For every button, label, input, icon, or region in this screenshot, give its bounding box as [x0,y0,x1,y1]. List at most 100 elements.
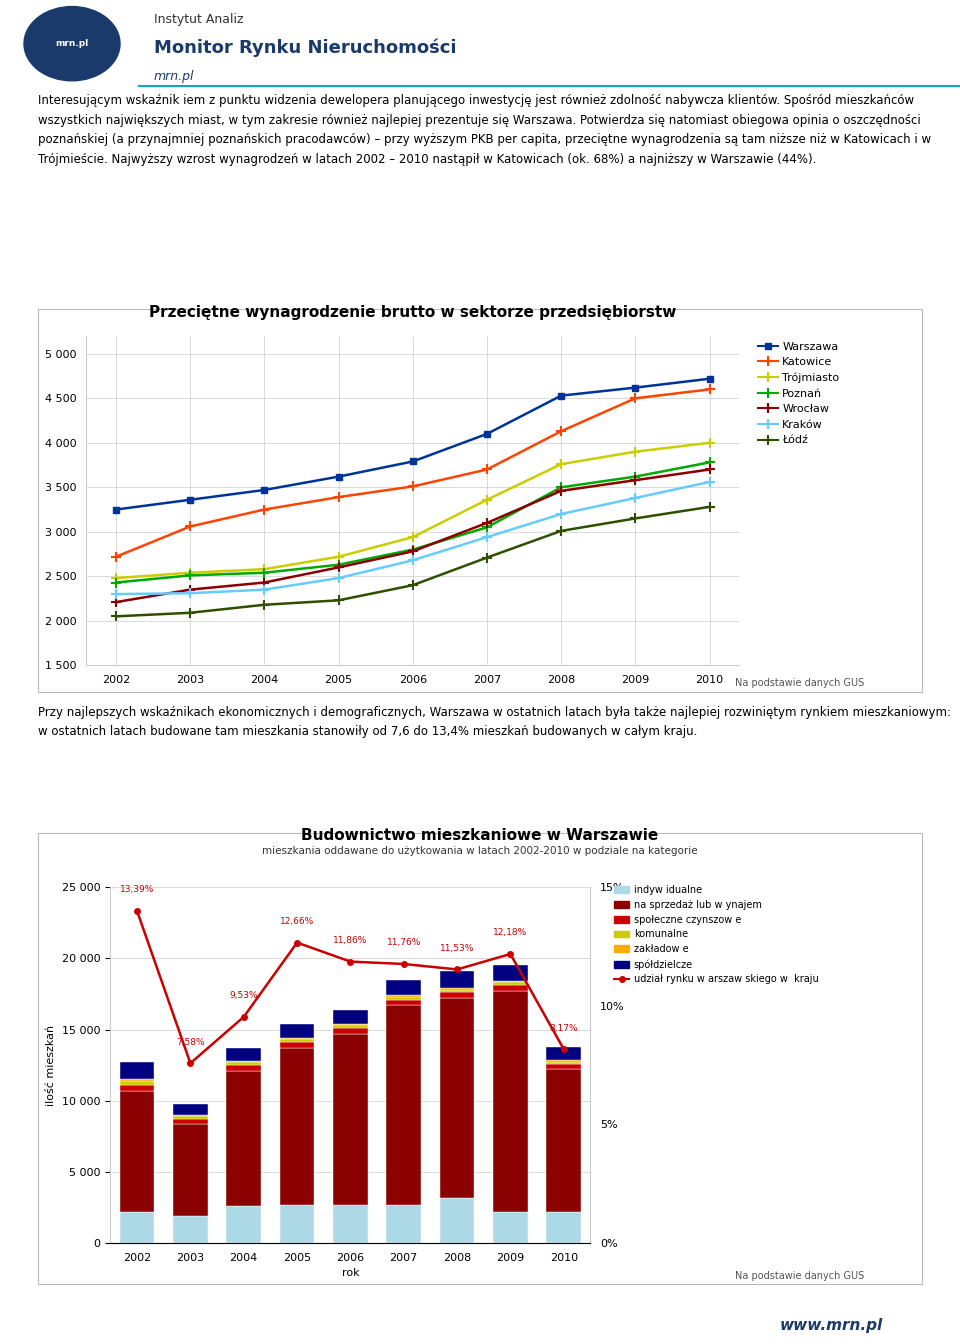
udział rynku w arszaw skiego w  kraju [505,946,516,962]
Text: Interesującym wskaźnik iem z punktu widzenia dewelopera planującego inwestycję j: Interesującym wskaźnik iem z punktu widz… [38,94,931,165]
Bar [279,1204,314,1243]
Warszawa [556,387,567,403]
Bar [333,1204,368,1243]
Wrocław [110,594,122,610]
udział rynku w arszaw skiego w  kraju [451,961,463,977]
X-axis label: rok: rok [342,1269,359,1278]
Ellipse shape [24,7,120,81]
Warszawa [630,379,641,395]
Text: Instytut Analiz: Instytut Analiz [154,12,243,26]
Katowice [481,461,492,477]
Text: mrn.pl: mrn.pl [56,39,88,48]
Text: Budownictwo mieszkaniowe w Warszawie: Budownictwo mieszkaniowe w Warszawie [301,828,659,843]
Poznań [556,480,567,496]
Poznań [630,469,641,485]
Kraków [258,582,270,598]
Bar [546,1060,581,1062]
Łódź [481,550,492,566]
Bar [227,1048,261,1060]
Wrocław [556,482,567,499]
Wrocław [481,515,492,531]
Łódź [630,511,641,527]
Warszawa [110,501,122,517]
Trójmiasto [184,564,196,581]
Text: 12,18%: 12,18% [493,929,528,937]
Wrocław [184,582,196,598]
Bar [493,982,528,985]
Bar [333,1024,368,1025]
Legend: indyw idualne, na sprzedaż lub w ynajem, społeczne czynszow e, komunalne, zakład: indyw idualne, na sprzedaż lub w ynajem,… [614,884,819,984]
Bar [120,1212,155,1243]
Bar [173,1124,207,1216]
Katowice [407,478,419,495]
Katowice [110,548,122,564]
Text: www.mrn.pl: www.mrn.pl [780,1318,883,1333]
Text: Na podstawie danych GUS: Na podstawie danych GUS [734,679,864,688]
Text: 8,17%: 8,17% [549,1024,578,1032]
Łódź [258,597,270,613]
Bar [227,1064,261,1071]
Bar [440,1198,474,1243]
Text: 11,76%: 11,76% [387,938,420,948]
Text: 12,66%: 12,66% [280,917,314,926]
Trójmiasto [110,570,122,586]
Text: Monitor Rynku Nieruchomości: Monitor Rynku Nieruchomości [154,39,456,58]
Łódź [110,609,122,625]
Trójmiasto [258,560,270,577]
Kraków [407,552,419,569]
Trójmiasto [407,530,419,546]
Text: 9,53%: 9,53% [229,992,258,1000]
Bar [173,1216,207,1243]
Bar [546,1062,581,1063]
Bar [120,1079,155,1081]
Line: Kraków: Kraków [111,477,714,599]
Bar [120,1062,155,1079]
Bar [440,999,474,1198]
Warszawa [481,426,492,442]
Kraków [110,586,122,602]
Bar [493,991,528,1212]
Katowice [556,423,567,439]
Bar [386,996,421,997]
Line: Trójmiasto: Trójmiasto [111,438,714,583]
Y-axis label: ilość mieszkań: ilość mieszkań [46,1024,57,1106]
Warszawa [704,371,715,387]
Bar [546,1047,581,1060]
Wrocław [407,543,419,559]
Kraków [481,530,492,546]
Text: mrn.pl: mrn.pl [154,70,194,83]
Bar [173,1120,207,1124]
Line: Wrocław: Wrocław [111,465,714,607]
Katowice [333,489,345,505]
Bar [333,1009,368,1024]
Bar [173,1103,207,1116]
Bar [493,981,528,982]
Text: 11,53%: 11,53% [440,943,474,953]
Line: Katowice: Katowice [111,384,714,562]
Warszawa [184,492,196,508]
Poznań [110,574,122,590]
Bar [493,985,528,991]
Łódź [333,593,345,609]
Bar [493,1212,528,1243]
Bar [440,992,474,999]
Bar [386,980,421,996]
Line: udział rynku w arszaw skiego w  kraju: udział rynku w arszaw skiego w kraju [134,909,566,1066]
Bar [546,1063,581,1070]
Text: Przy najlepszych wskaźnikach ekonomicznych i demograficznych, Warszawa w ostatni: Przy najlepszych wskaźnikach ekonomiczny… [38,706,951,738]
Trójmiasto [704,434,715,450]
Łódź [704,499,715,515]
Poznań [258,564,270,581]
Text: 11,86%: 11,86% [333,935,368,945]
Katowice [258,501,270,517]
Katowice [630,390,641,406]
Bar [227,1071,261,1206]
Poznań [481,519,492,535]
Kraków [704,474,715,491]
Wrocław [258,574,270,590]
Kraków [184,585,196,601]
Trójmiasto [630,444,641,460]
Text: 7,58%: 7,58% [176,1038,204,1047]
Trójmiasto [333,548,345,564]
Wrocław [333,559,345,575]
